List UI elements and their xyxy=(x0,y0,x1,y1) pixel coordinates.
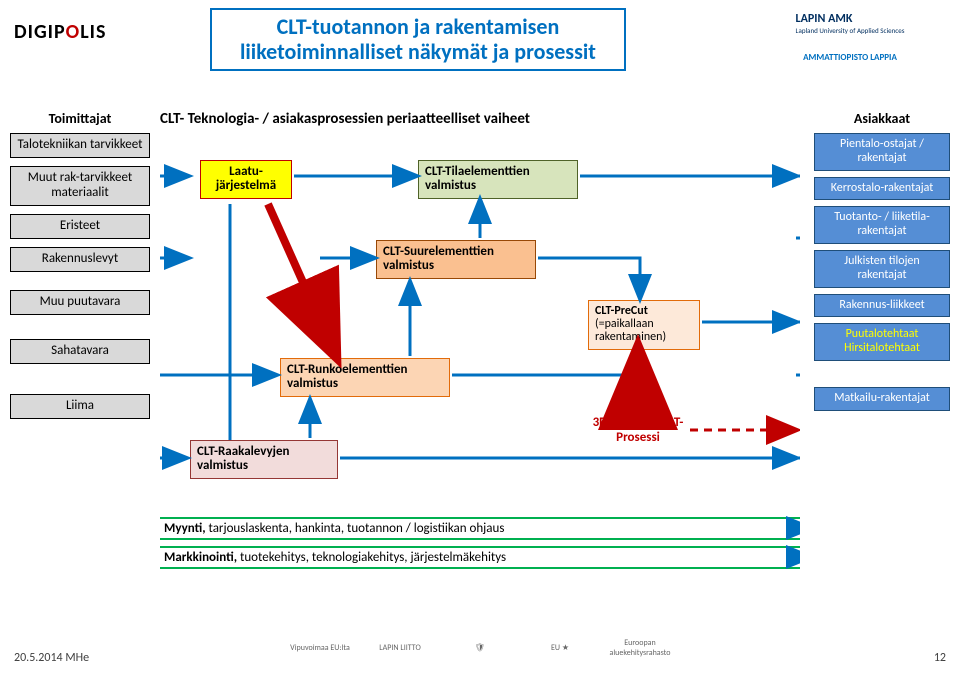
digipolis-logo: DIGIPOLIS xyxy=(14,20,106,44)
marketing-bar-bold: Markkinointi, xyxy=(164,550,237,565)
customer-item: Puutalotehtaat Hirsitalotehtaat xyxy=(814,323,950,361)
supplier-item: Sahatavara xyxy=(10,339,150,364)
customer-item: Julkisten tilojen rakentajat xyxy=(814,250,950,288)
precut-box: CLT-PreCut(=paikallaan rakentaminen) xyxy=(588,300,700,350)
lappia-logo: AMMATTIOPISTO LAPPIA xyxy=(750,40,950,74)
center-process-area: CLT- Teknologia- / asiakasprosessien per… xyxy=(160,110,800,620)
footer-logo: Euroopan aluekehitysrahasto xyxy=(605,633,675,663)
supplier-item: Eristeet xyxy=(10,214,150,239)
sales-bar-rest: tarjouslaskenta, hankinta, tuotannon / l… xyxy=(206,521,505,536)
marketing-bar: Markkinointi, tuotekehitys, teknologiake… xyxy=(160,546,800,569)
suurelementit-box: CLT-Suurelementtien valmistus xyxy=(376,240,536,279)
footer-logo: 🛡 xyxy=(445,633,515,663)
suppliers-header: Toimittajat xyxy=(10,110,150,127)
raakalevyt-box: CLT-Raakalevyjen valmistus xyxy=(190,440,338,479)
customer-item: Kerrostalo-rakentajat xyxy=(814,177,950,201)
footer-logo: Vipuvoimaa EU:lta xyxy=(285,633,355,663)
supplier-item: Muu puutavara xyxy=(10,290,150,315)
footer-logos: Vipuvoimaa EU:lta LAPIN LIITTO 🛡 EU ★ Eu… xyxy=(240,629,720,667)
customer-item: Matkailu-rakentajat xyxy=(814,387,950,411)
quality-system-box: Laatu-järjestelmä xyxy=(200,160,292,199)
suppliers-column: Toimittajat Talotekniikan tarvikkeet Muu… xyxy=(10,110,150,427)
lapin-amk-logo: LAPIN AMK Lapland University of Applied … xyxy=(750,6,950,40)
center-title: CLT- Teknologia- / asiakasprosessien per… xyxy=(160,110,800,128)
footer-logo: EU ★ xyxy=(525,633,595,663)
title-line-1: CLT-tuotannon ja rakentamisen xyxy=(240,14,596,39)
main-title-box: CLT-tuotannon ja rakentamisen liiketoimi… xyxy=(210,8,626,71)
tilaelementit-box: CLT-Tilaelementtien valmistus xyxy=(418,160,578,199)
page-number: 12 xyxy=(934,651,946,665)
top-right-logos: LAPIN AMK Lapland University of Applied … xyxy=(750,6,950,74)
runkoelementit-box: CLT-Runkoelementtien valmistus xyxy=(280,358,450,397)
footer-logo: LAPIN LIITTO xyxy=(365,633,435,663)
sales-bar: Myynti, tarjouslaskenta, hankinta, tuota… xyxy=(160,517,800,540)
supplier-item: Liima xyxy=(10,394,150,419)
customers-header: Asiakkaat xyxy=(814,110,950,127)
cad-cam-label: 3D-Cad-Cam CLT-Prosessi xyxy=(588,415,688,445)
customer-item: Tuotanto- / liiketila-rakentajat xyxy=(814,206,950,244)
supplier-item: Muut rak-tarvikkeet materiaalit xyxy=(10,166,150,206)
footer-date: 20.5.2014 MHe xyxy=(14,651,89,665)
marketing-bar-rest: tuotekehitys, teknologiakehitys, järjest… xyxy=(237,550,506,565)
supplier-item: Talotekniikan tarvikkeet xyxy=(10,133,150,158)
customer-item: Rakennus-liikkeet xyxy=(814,294,950,318)
customer-item: Pientalo-ostajat / rakentajat xyxy=(814,133,950,171)
customers-column: Asiakkaat Pientalo-ostajat / rakentajat … xyxy=(814,110,950,417)
sales-bar-bold: Myynti, xyxy=(164,521,206,536)
title-line-2: liiketoiminnalliset näkymät ja prosessit xyxy=(240,39,596,64)
supplier-item: Rakennuslevyt xyxy=(10,247,150,272)
